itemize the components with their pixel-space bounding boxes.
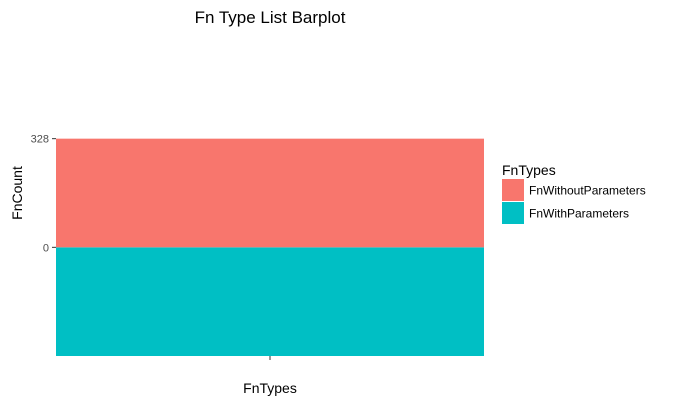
x-axis-title: FnTypes — [243, 380, 297, 396]
legend-key — [502, 202, 524, 224]
y-axis-title: FnCount — [9, 166, 25, 220]
chart-title: Fn Type List Barplot — [195, 8, 346, 27]
y-axis: 0 328 — [31, 134, 56, 254]
legend-key — [502, 179, 524, 201]
legend-entries: FnWithoutParameters FnWithParameters — [502, 179, 646, 224]
y-tick-label: 328 — [31, 134, 49, 146]
y-tick-label: 0 — [43, 242, 49, 254]
legend-label: FnWithParameters — [529, 207, 629, 221]
bar-fnwithparameters — [56, 247, 484, 356]
legend-title: FnTypes — [502, 162, 556, 178]
bar-fnwithoutparameters — [56, 138, 484, 248]
legend: FnTypes FnWithoutParameters FnWithParamet… — [502, 162, 646, 224]
legend-label: FnWithoutParameters — [529, 184, 646, 198]
bars-layer — [56, 138, 484, 356]
